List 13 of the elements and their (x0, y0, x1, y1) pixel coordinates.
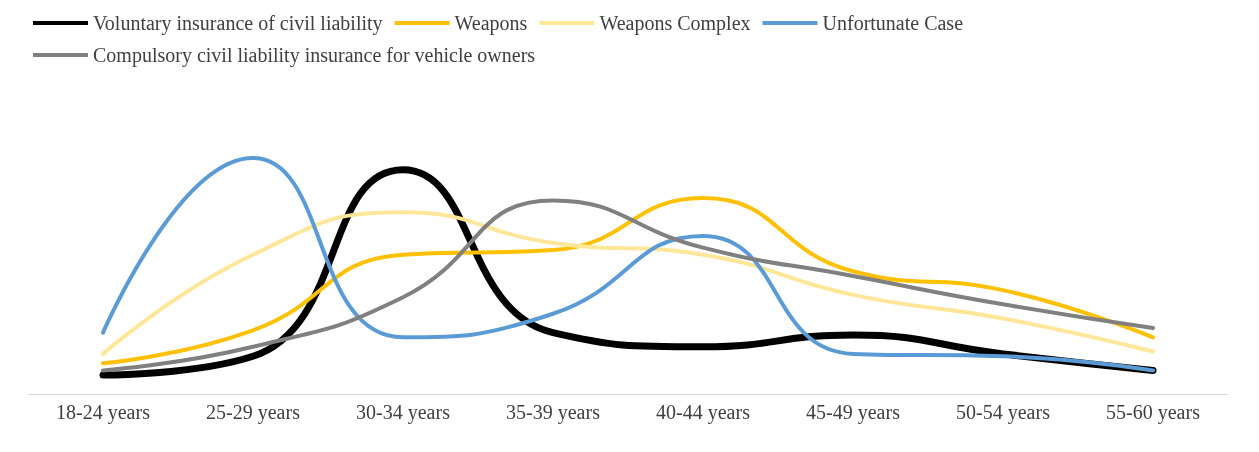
legend-label: Compulsory civil liability insurance for vehicle owners (93, 44, 536, 67)
x-tick-label: 55-60 years (1106, 401, 1201, 424)
x-tick-label: 45-49 years (806, 401, 901, 424)
legend-label: Weapons (454, 12, 528, 35)
x-tick-label: 18-24 years (56, 401, 151, 424)
x-tick-label: 50-54 years (956, 401, 1051, 424)
x-tick-label: 25-29 years (206, 401, 301, 424)
x-tick-label: 40-44 years (656, 401, 751, 424)
x-tick-label: 30-34 years (356, 401, 451, 424)
x-tick-label: 35-39 years (506, 401, 601, 424)
legend-label: Voluntary insurance of civil liability (93, 12, 383, 35)
legend-label: Unfortunate Case (822, 12, 964, 34)
legend-label: Weapons Complex (599, 12, 751, 35)
